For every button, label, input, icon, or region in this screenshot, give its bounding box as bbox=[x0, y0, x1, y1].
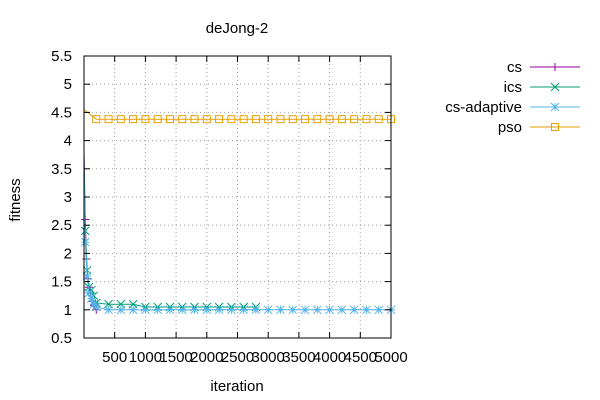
data-point-star bbox=[239, 305, 248, 315]
y-tick-label: 1.5 bbox=[51, 274, 72, 291]
data-point-star bbox=[190, 305, 199, 315]
data-point-x bbox=[550, 82, 560, 92]
data-point-star bbox=[91, 302, 101, 312]
data-point-star bbox=[177, 305, 187, 315]
data-point-square bbox=[116, 115, 125, 124]
data-point-star bbox=[300, 305, 310, 315]
data-point-square bbox=[239, 115, 248, 124]
y-tick-label: 4 bbox=[64, 133, 72, 150]
data-point-square bbox=[190, 115, 199, 124]
series-line bbox=[83, 157, 256, 308]
series-pso bbox=[83, 109, 395, 124]
y-tick-label: 3.5 bbox=[51, 161, 72, 178]
y-axis-label: fitness bbox=[7, 178, 24, 221]
data-point-star bbox=[263, 305, 273, 315]
data-point-square bbox=[551, 123, 559, 131]
data-point-star bbox=[312, 305, 322, 315]
data-point-star bbox=[251, 305, 261, 315]
data-point-star bbox=[227, 305, 236, 315]
x-tick-label: 1000 bbox=[129, 349, 162, 366]
x-tick-label: 2500 bbox=[221, 349, 254, 366]
y-tick-label: 1 bbox=[64, 302, 72, 319]
data-point-square bbox=[276, 115, 285, 124]
y-tick-label: 4.5 bbox=[51, 104, 72, 121]
data-point-star bbox=[80, 237, 90, 247]
x-tick-label: 5000 bbox=[374, 349, 407, 366]
data-point-square bbox=[202, 115, 211, 124]
legend-label: pso bbox=[498, 119, 522, 136]
data-point-star bbox=[116, 305, 126, 315]
data-point-square bbox=[153, 115, 162, 124]
data-point-square bbox=[350, 115, 359, 124]
x-tick-label: 2000 bbox=[190, 349, 223, 366]
data-point-plus bbox=[551, 63, 559, 71]
data-point-star bbox=[349, 305, 359, 315]
data-point-star bbox=[104, 305, 113, 315]
data-point-square bbox=[178, 115, 187, 124]
data-point-star bbox=[214, 305, 224, 315]
y-tick-label: 2 bbox=[64, 245, 72, 262]
data-point-square bbox=[165, 115, 174, 124]
data-point-square bbox=[129, 115, 138, 124]
series-cs-adaptive bbox=[80, 168, 396, 315]
data-point-star bbox=[153, 305, 163, 315]
legend-label: cs-adaptive bbox=[445, 99, 522, 116]
data-point-star bbox=[374, 305, 384, 315]
y-axis-ticks: 0.5 1 1.5 2 2.5 3 3.5 4 4.5 5 5.5 bbox=[51, 48, 391, 347]
data-point-square bbox=[288, 115, 297, 124]
series-ics bbox=[80, 157, 261, 312]
data-point-star bbox=[87, 294, 96, 303]
data-point-star bbox=[550, 102, 560, 112]
data-point-star bbox=[362, 305, 371, 315]
data-point-square bbox=[301, 115, 310, 124]
data-point-star bbox=[288, 305, 298, 315]
legend-label: ics bbox=[504, 79, 522, 96]
data-point-square bbox=[264, 115, 273, 124]
x-tick-label: 1500 bbox=[159, 349, 192, 366]
data-point-square bbox=[104, 115, 113, 124]
y-tick-label: 5 bbox=[64, 76, 72, 93]
legend: cs ics cs-adaptive pso bbox=[445, 59, 580, 136]
x-tick-label: 3000 bbox=[252, 349, 285, 366]
series-line bbox=[83, 109, 391, 120]
data-point-square bbox=[337, 115, 346, 124]
grid bbox=[84, 56, 391, 338]
data-point-star bbox=[276, 305, 285, 315]
data-point-square bbox=[227, 115, 236, 124]
y-tick-label: 2.5 bbox=[51, 217, 72, 234]
data-point-square bbox=[92, 115, 101, 124]
x-tick-label: 3500 bbox=[282, 349, 315, 366]
data-point-star bbox=[128, 305, 138, 315]
data-point-star bbox=[82, 271, 92, 281]
data-point-star bbox=[84, 288, 94, 298]
data-point-square bbox=[141, 115, 150, 124]
data-point-square bbox=[362, 115, 371, 124]
data-point-square bbox=[251, 115, 260, 124]
data-point-square bbox=[374, 115, 383, 124]
data-point-square bbox=[325, 115, 334, 124]
x-tick-label: 4000 bbox=[313, 349, 346, 366]
legend-label: cs bbox=[507, 59, 522, 76]
y-tick-label: 0.5 bbox=[51, 330, 72, 347]
series-group bbox=[80, 109, 396, 315]
data-point-star bbox=[165, 305, 175, 315]
data-point-star bbox=[202, 305, 212, 315]
x-tick-label: 500 bbox=[102, 349, 127, 366]
data-point-star bbox=[337, 305, 347, 315]
chart-title: deJong-2 bbox=[206, 20, 269, 37]
data-point-square bbox=[215, 115, 224, 124]
x-tick-label: 4500 bbox=[344, 349, 377, 366]
data-point-star bbox=[325, 305, 334, 315]
data-point-star bbox=[141, 305, 150, 315]
data-point-square bbox=[313, 115, 322, 124]
y-tick-label: 5.5 bbox=[51, 48, 72, 65]
y-tick-label: 3 bbox=[64, 189, 72, 206]
x-axis-label: iteration bbox=[210, 378, 263, 395]
